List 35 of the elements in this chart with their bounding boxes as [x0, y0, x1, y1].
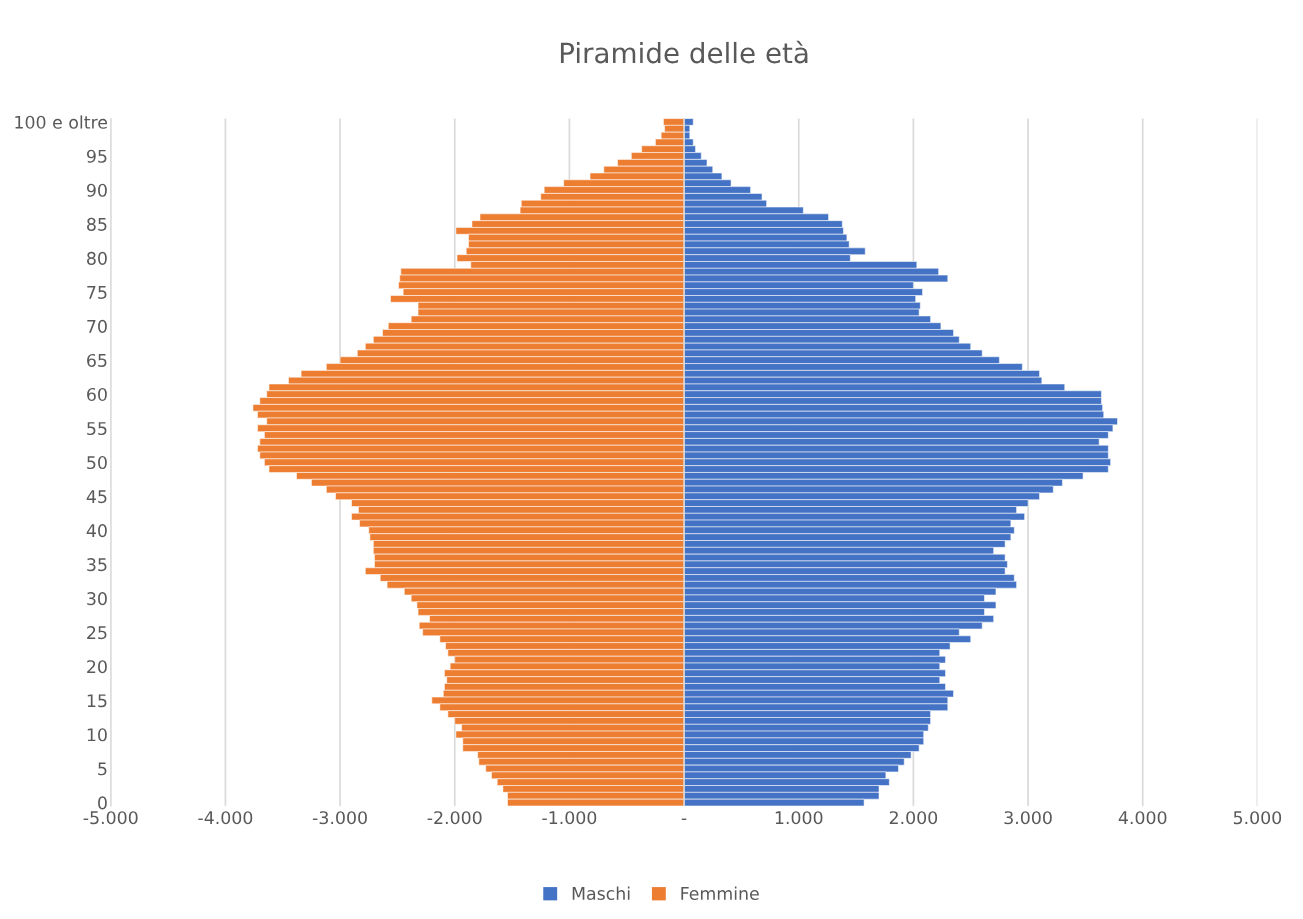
x-tick-label: -3.000	[312, 811, 367, 825]
y-tick-label: 95	[86, 149, 107, 163]
y-tick-label: 80	[87, 251, 107, 265]
y-tick-label: 35	[87, 558, 107, 572]
x-tick-label: -4.000	[198, 811, 253, 825]
legend-label: Maschi	[572, 886, 630, 901]
y-tick-label: 65	[87, 353, 107, 368]
y-tick-label: 45	[86, 490, 107, 504]
y-tick-label: 50	[87, 455, 107, 470]
y-tick-label: 85	[87, 217, 107, 231]
y-tick-label: 75	[87, 286, 107, 299]
y-tick-label: 60	[87, 387, 107, 402]
x-tick-label: 3.000	[1004, 811, 1052, 825]
chart-title: Piramide delle età	[560, 40, 808, 64]
y-tick-label: 25	[87, 626, 107, 640]
x-tick-label: 4.000	[1118, 811, 1167, 825]
y-tick-label: 90	[86, 183, 107, 197]
x-tick-label: -1.000	[542, 811, 597, 825]
y-tick-label: 5	[98, 762, 107, 776]
x-tick-label: -5.000	[83, 811, 138, 825]
y-tick-label: 15	[87, 694, 107, 708]
x-tick-label: -	[681, 818, 687, 820]
y-tick-label: 40	[86, 524, 107, 538]
legend-label: Femmine	[681, 886, 759, 901]
x-tick-label: 1.000	[775, 811, 823, 825]
y-tick-label: 30	[87, 592, 107, 606]
y-tick-label: 0	[98, 796, 107, 810]
y-tick-label: 55	[87, 422, 107, 436]
y-tick-label: 100 e oltre	[15, 115, 108, 129]
x-tick-label: 2.000	[889, 811, 938, 825]
y-tick-label: 20	[87, 660, 107, 674]
x-tick-label: 5.000	[1233, 811, 1282, 825]
y-tick-label: 10	[87, 728, 107, 742]
y-tick-label: 70	[87, 319, 107, 333]
x-tick-label: -2.000	[427, 811, 482, 825]
